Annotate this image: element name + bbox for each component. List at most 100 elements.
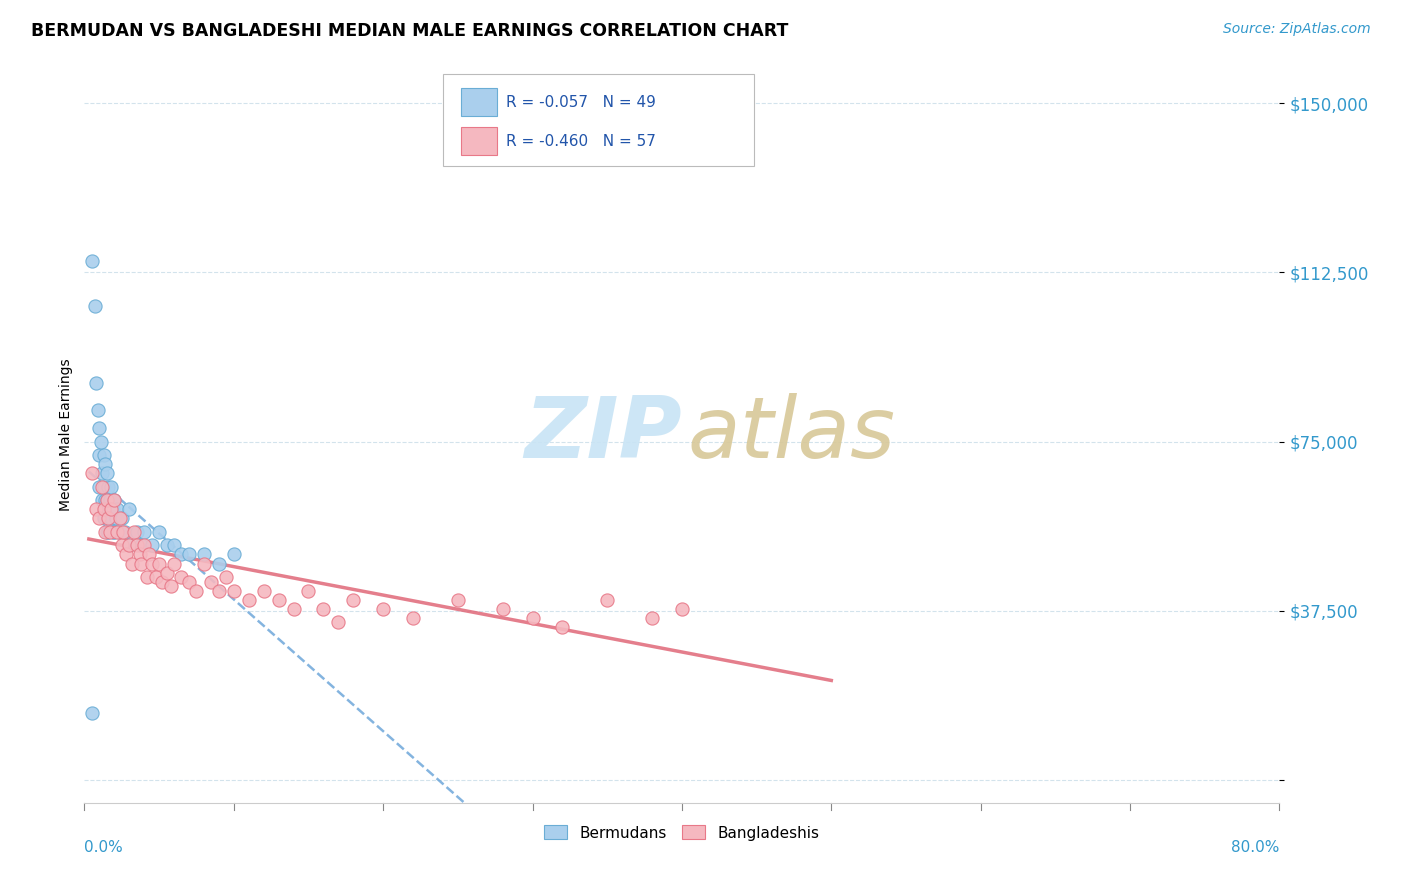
Point [297, 583, 319, 598]
Point [103, 493, 125, 508]
Point [170, 570, 193, 584]
Point [238, 592, 260, 607]
Point [118, 539, 141, 553]
Point [222, 548, 245, 562]
Point [129, 539, 152, 553]
Point [86, 502, 108, 516]
Point [267, 592, 290, 607]
Point [111, 539, 134, 553]
Point [103, 493, 125, 508]
Point [93, 448, 115, 462]
Point [160, 579, 183, 593]
FancyBboxPatch shape [443, 74, 754, 166]
Text: R = -0.057   N = 49: R = -0.057 N = 49 [506, 95, 657, 110]
Point [141, 557, 163, 571]
Bar [461, 128, 496, 155]
Point [89, 448, 111, 462]
Point [125, 539, 148, 553]
Point [132, 539, 156, 553]
Point [208, 583, 231, 598]
Point [100, 511, 122, 525]
Point [150, 574, 173, 589]
Point [105, 502, 128, 516]
Point [97, 524, 120, 539]
Y-axis label: Median Male Earnings: Median Male Earnings [59, 359, 73, 511]
Point [91, 467, 114, 481]
Point [200, 574, 222, 589]
Point [96, 493, 118, 508]
Point [148, 524, 170, 539]
Point [101, 524, 124, 539]
Text: R = -0.460   N = 57: R = -0.460 N = 57 [506, 135, 657, 150]
Point [86, 376, 108, 390]
Point [136, 570, 159, 584]
Point [551, 620, 574, 634]
Text: BERMUDAN VS BANGLADESHI MEDIAN MALE EARNINGS CORRELATION CHART: BERMUDAN VS BANGLADESHI MEDIAN MALE EARN… [31, 22, 789, 40]
Point [128, 548, 150, 562]
Point [94, 524, 117, 539]
Point [115, 548, 138, 562]
Point [118, 539, 141, 553]
Point [121, 557, 143, 571]
Point [91, 480, 114, 494]
Legend: Bermudans, Bangladeshis: Bermudans, Bangladeshis [538, 820, 825, 847]
Point [110, 511, 132, 525]
Point [163, 539, 186, 553]
Point [215, 570, 238, 584]
Point [671, 601, 693, 615]
Point [91, 493, 114, 508]
Point [89, 421, 111, 435]
Point [155, 539, 177, 553]
Point [253, 583, 276, 598]
Point [138, 548, 160, 562]
Point [100, 480, 122, 494]
Bar [461, 88, 496, 116]
Point [90, 434, 112, 449]
Point [101, 502, 124, 516]
Point [89, 480, 111, 494]
Point [97, 511, 120, 525]
Point [596, 592, 619, 607]
Point [222, 583, 245, 598]
Point [93, 480, 115, 494]
Point [97, 502, 120, 516]
Point [93, 511, 115, 525]
Point [186, 583, 208, 598]
Point [641, 610, 664, 624]
Point [283, 601, 305, 615]
Point [96, 524, 118, 539]
Point [94, 493, 117, 508]
Point [89, 511, 111, 525]
Point [105, 524, 128, 539]
Point [129, 557, 152, 571]
Point [163, 557, 186, 571]
Point [98, 516, 121, 530]
Point [114, 524, 136, 539]
Point [141, 539, 163, 553]
Point [103, 524, 125, 539]
Point [132, 524, 156, 539]
Point [373, 601, 395, 615]
Text: ZIP: ZIP [524, 393, 682, 476]
Point [94, 457, 117, 471]
Text: atlas: atlas [688, 393, 896, 476]
Text: Source: ZipAtlas.com: Source: ZipAtlas.com [1223, 22, 1371, 37]
Point [98, 524, 121, 539]
Point [98, 493, 121, 508]
Text: 80.0%: 80.0% [1232, 839, 1279, 855]
Text: 0.0%: 0.0% [84, 839, 124, 855]
Point [118, 502, 141, 516]
Point [342, 592, 364, 607]
Point [107, 524, 129, 539]
Point [193, 557, 215, 571]
Point [148, 557, 170, 571]
Point [145, 570, 167, 584]
Point [104, 511, 127, 525]
Point [402, 610, 425, 624]
Point [208, 557, 231, 571]
Point [97, 480, 120, 494]
Point [177, 574, 200, 589]
Point [96, 467, 118, 481]
Point [492, 601, 515, 615]
Point [100, 502, 122, 516]
